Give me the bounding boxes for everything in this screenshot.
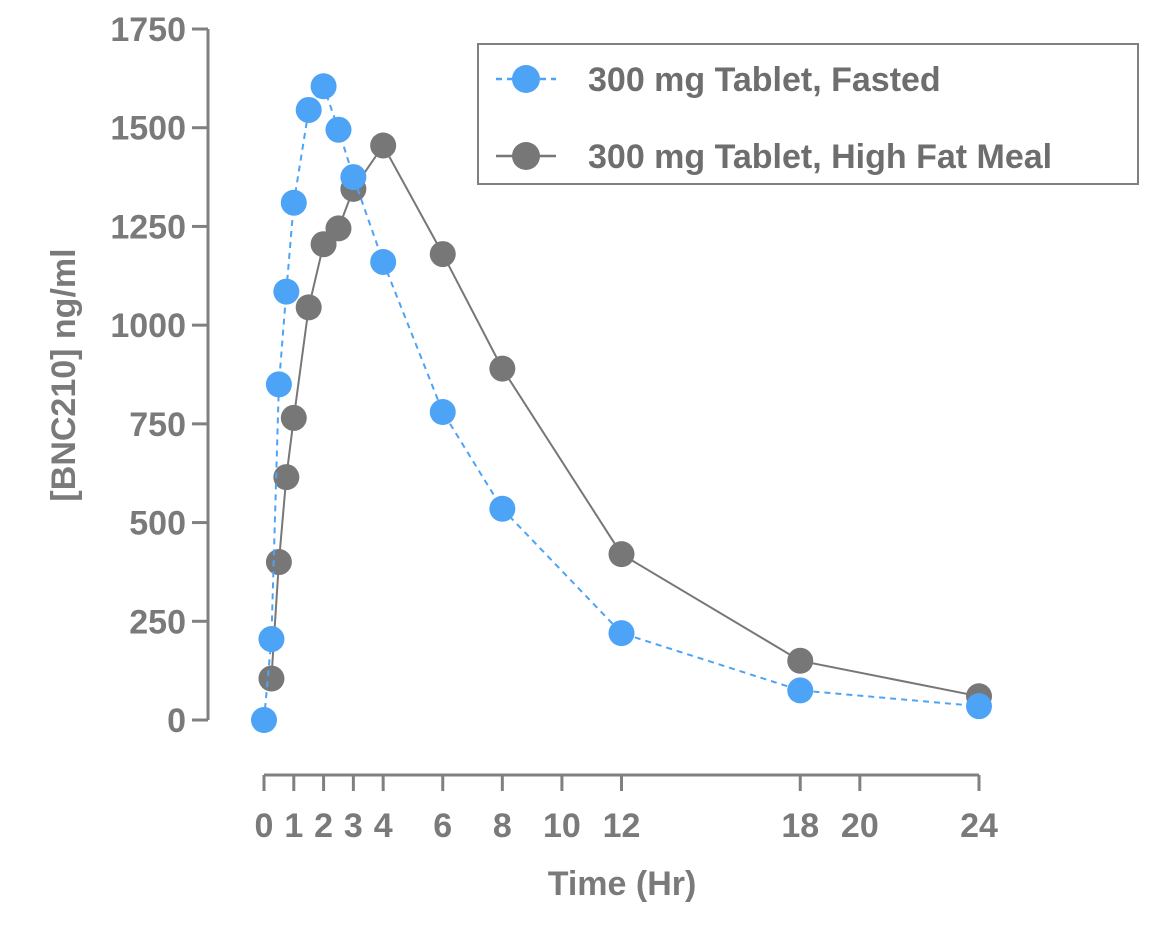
- data-point-high-fat: [370, 132, 397, 159]
- data-point-high-fat: [265, 549, 292, 576]
- x-axis: 0 1 2 3 4 6 8 10 12 18 20 24: [255, 773, 998, 845]
- data-point-high-fat: [787, 647, 814, 674]
- data-point-fasted: [325, 116, 352, 143]
- y-tick-label: 250: [129, 603, 186, 641]
- data-point-fasted: [966, 693, 992, 720]
- data-point-fasted: [787, 677, 814, 704]
- data-point-high-fat: [325, 215, 352, 242]
- legend-box: [477, 43, 1139, 185]
- x-tick-label: 12: [603, 807, 641, 845]
- legend-marker-high-fat: [512, 142, 540, 170]
- data-point-fasted: [295, 96, 322, 123]
- data-point-high-fat: [295, 294, 322, 321]
- x-tick-label: 3: [344, 807, 363, 845]
- x-tick-label: 4: [374, 807, 393, 845]
- data-point-fasted: [258, 626, 285, 653]
- data-point-fasted: [251, 707, 277, 733]
- x-tick-label: 0: [255, 807, 274, 845]
- x-tick-label: 20: [841, 807, 879, 845]
- data-point-fasted: [370, 248, 397, 275]
- data-point-fasted: [265, 371, 292, 398]
- x-axis-title: Time (Hr): [548, 865, 697, 903]
- y-tick-label: 750: [129, 406, 186, 444]
- y-tick-label: 1250: [110, 208, 186, 246]
- y-axis: 0 250 500 750 1000 1250 1500 1750: [110, 11, 210, 740]
- data-point-fasted: [310, 73, 337, 100]
- data-point-high-fat: [273, 464, 300, 491]
- series-fasted: [251, 73, 992, 733]
- x-tick-label: 6: [433, 807, 452, 845]
- x-tick-label: 24: [960, 807, 998, 845]
- y-axis-title: [BNC210] ng/ml: [45, 248, 83, 501]
- data-point-fasted: [273, 278, 300, 305]
- data-point-fasted: [340, 164, 367, 191]
- y-tick-label: 1000: [110, 307, 186, 345]
- data-point-fasted: [429, 399, 456, 426]
- data-point-high-fat: [608, 541, 635, 568]
- x-tick-label: 10: [543, 807, 581, 845]
- series-line-high-fat: [270, 143, 980, 698]
- legend-marker-fasted: [512, 65, 540, 93]
- data-point-high-fat: [489, 355, 516, 382]
- data-point-fasted: [280, 189, 307, 216]
- data-point-fasted: [608, 620, 635, 647]
- y-tick-label: 1750: [110, 11, 186, 49]
- x-tick-label: 2: [314, 807, 333, 845]
- data-point-high-fat: [429, 241, 456, 268]
- y-tick-label: 1500: [110, 110, 186, 148]
- x-tick-label: 18: [781, 807, 819, 845]
- series-layer: [251, 73, 992, 733]
- data-point-high-fat: [258, 665, 285, 692]
- legend: 300 mg Tablet, Fasted 300 mg Tablet, Hig…: [477, 43, 1139, 185]
- x-tick-label: 1: [284, 807, 303, 845]
- y-tick-label: 0: [167, 702, 186, 740]
- legend-label-high-fat: 300 mg Tablet, High Fat Meal: [588, 138, 1052, 176]
- x-tick-label: 8: [493, 807, 512, 845]
- data-point-fasted: [489, 495, 516, 522]
- legend-label-fasted: 300 mg Tablet, Fasted: [588, 61, 941, 99]
- y-tick-label: 500: [129, 505, 186, 543]
- data-point-high-fat: [280, 404, 307, 431]
